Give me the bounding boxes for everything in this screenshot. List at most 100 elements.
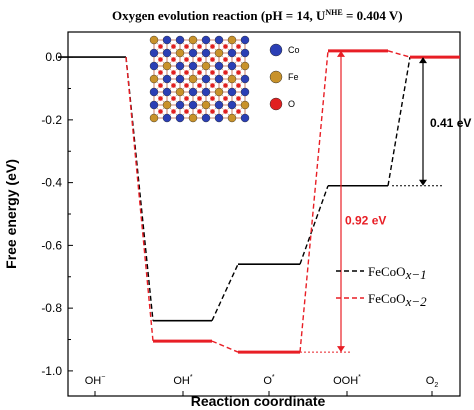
connector-1-0 [125,57,154,342]
y-ticks: 0.0 -0.2 -0.4 -0.6 -0.8 -1.0 [41,50,73,378]
category-label-sup: * [272,374,275,381]
fe-atom [188,113,198,123]
connector-1-2 [299,50,329,353]
o-atom [170,82,177,89]
co-atom [214,61,224,71]
o-atom [209,69,216,76]
co-atom [201,74,211,84]
y-tick-label: -0.6 [41,238,62,252]
co-atom [201,35,211,45]
annotation-041-label: 0.41 eV [430,116,471,130]
co-atom [175,61,185,71]
category-label-base: OOH [333,375,358,387]
inset-legend-swatch [269,43,283,57]
legend-label-fecooxm2-sub: x−2 [405,294,428,309]
fe-atom [240,61,250,71]
inset-legend-swatch [269,70,283,84]
inset-legend-label: Fe [288,72,299,82]
legend: FeCoOx−1 FeCoO x−2 [336,264,427,309]
category-label-base: OH [85,375,102,387]
o-atom [157,56,164,63]
series-group [58,49,460,354]
connector-1-1 [211,340,239,353]
fe-atom [188,74,198,84]
annotation-041-head-top [419,57,427,64]
co-atom [227,61,237,71]
co-atom [149,48,159,58]
co-atom [149,87,159,97]
o-atom [209,56,216,63]
o-atom [222,82,229,89]
fe-atom [227,35,237,45]
o-atom [183,43,190,50]
category-label-sup: * [358,374,361,381]
o-atom [196,108,203,115]
co-atom [227,87,237,97]
fe-atom [149,113,159,123]
annotation-092: 0.92 eV [300,50,386,353]
co-atom [214,35,224,45]
o-atom [183,69,190,76]
fe-atom [227,74,237,84]
o-atom [222,56,229,63]
category-label: OH− [85,374,106,387]
inset-legend: Co Fe O [269,43,300,111]
y-tick-label: 0.0 [45,50,62,64]
connector-0-0 [125,57,154,321]
co-atom [214,113,224,123]
co-atom [188,87,198,97]
o-atom [157,69,164,76]
category-label-sub: 2 [434,382,438,389]
inset-legend-label: Co [288,45,300,55]
connector-0-2 [299,185,329,265]
o-atom [157,95,164,102]
co-atom [201,48,211,58]
co-atom [214,100,224,110]
fe-atom [149,35,159,45]
category-label-base: O [426,375,435,387]
co-atom [162,113,172,123]
co-atom [175,113,185,123]
o-atom [170,43,177,50]
co-atom [149,100,159,110]
annotation-041: 0.41 eV [392,57,471,187]
co-atom [227,48,237,58]
annotation-092-head-bottom [337,346,345,353]
category-label-base: OH [173,375,190,387]
co-atom [175,35,185,45]
co-atom [240,87,250,97]
fe-atom [188,35,198,45]
o-atom [183,95,190,102]
o-atom [209,108,216,115]
o-atom [196,95,203,102]
co-atom [175,74,185,84]
fe-atom [162,61,172,71]
o-atom [222,108,229,115]
legend-label-fecooxm1-sub: x−1 [405,267,427,282]
o-atom [170,95,177,102]
fe-atom [201,100,211,110]
o-atom [235,82,242,89]
fe-atom [214,48,224,58]
legend-label-fecooxm1-base: FeCoO [368,264,406,279]
category-label: O* [263,374,275,387]
o-atom [235,56,242,63]
o-atom [157,43,164,50]
co-atom [201,113,211,123]
category-label: OH* [173,374,193,387]
o-atom [235,95,242,102]
fe-atom [227,113,237,123]
o-atom [183,56,190,63]
crystal-structure-inset [149,35,262,123]
category-label: OOH* [333,374,361,387]
inset-legend-label: O [288,99,295,109]
crystal-lattice [149,35,250,123]
category-label: O2 [426,375,439,389]
y-tick-label: -0.2 [41,113,62,127]
o-atom [209,95,216,102]
o-atom [170,108,177,115]
co-atom [240,74,250,84]
o-atom [209,82,216,89]
legend-label-fecooxm1: FeCoOx−1 [368,264,427,282]
o-atom [222,69,229,76]
